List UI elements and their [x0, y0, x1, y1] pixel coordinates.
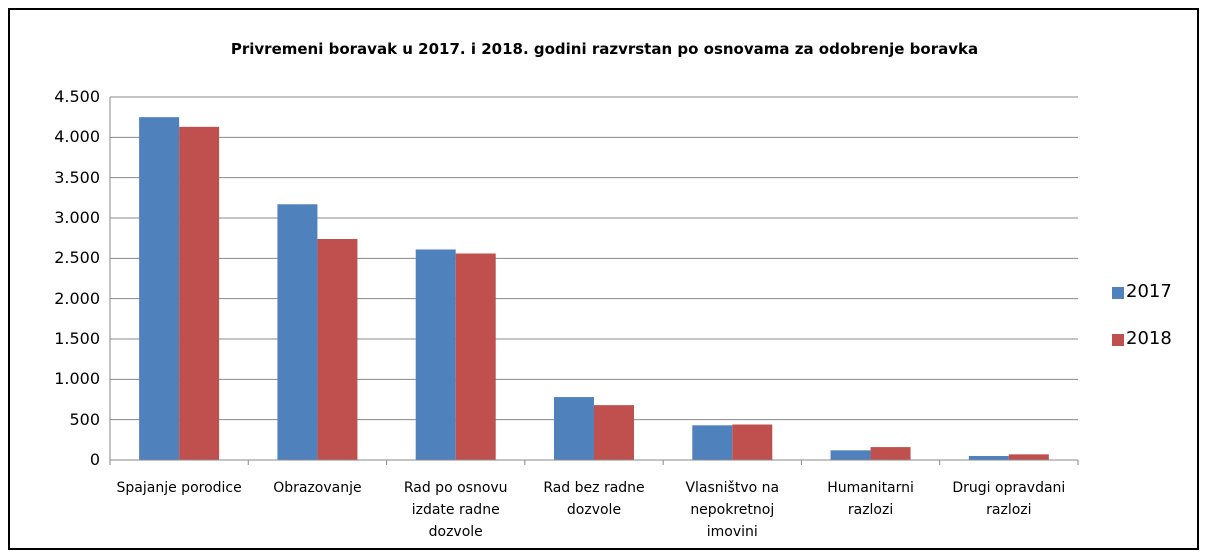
bar: [317, 238, 358, 460]
y-tick-label: 3.500: [54, 167, 100, 187]
y-tick-label: 2.500: [54, 248, 100, 268]
y-tick-label: 2.000: [54, 288, 100, 308]
legend-swatch: [1112, 287, 1124, 299]
chart-frame: [8, 8, 1199, 550]
legend-label: 2017: [1126, 281, 1172, 302]
bar: [179, 126, 220, 460]
bar: [1008, 454, 1049, 460]
bar: [968, 455, 1009, 460]
y-tick-label: 3.000: [54, 208, 100, 227]
bar: [415, 249, 456, 460]
x-tick-label: Obrazovanje: [273, 480, 362, 496]
x-tick-label: Humanitarni razlozi: [827, 480, 914, 518]
x-tick-label: Vlasništvo na nepokretnoj imovini: [685, 480, 780, 540]
legend-swatch: [1112, 334, 1124, 346]
bar: [277, 204, 318, 460]
bar: [139, 117, 180, 461]
bar: [594, 405, 634, 460]
bar: [870, 447, 911, 460]
y-tick-label: 1.000: [54, 369, 100, 389]
y-tick-label: 4.000: [54, 127, 100, 147]
bar: [554, 397, 594, 460]
x-tick-label: Rad po osnovu izdate radne dozvole: [403, 480, 508, 540]
chart-title: Privremeni boravak u 2017. i 2018. godin…: [230, 40, 979, 58]
x-tick-label: Spajanje porodice: [116, 480, 242, 496]
x-tick-label: Drugi opravdani razlozi: [952, 480, 1066, 518]
bar: [692, 425, 733, 460]
y-tick-label: 500: [69, 409, 100, 429]
bar: [732, 424, 773, 460]
y-tick-label: 4.500: [54, 87, 100, 106]
bar: [830, 450, 871, 460]
bar: [455, 253, 496, 460]
x-tick-label: Rad bez radne dozvole: [543, 480, 645, 518]
legend-label: 2018: [1126, 328, 1172, 349]
y-tick-label: 0: [89, 450, 100, 469]
y-tick-label: 1.500: [54, 329, 100, 348]
